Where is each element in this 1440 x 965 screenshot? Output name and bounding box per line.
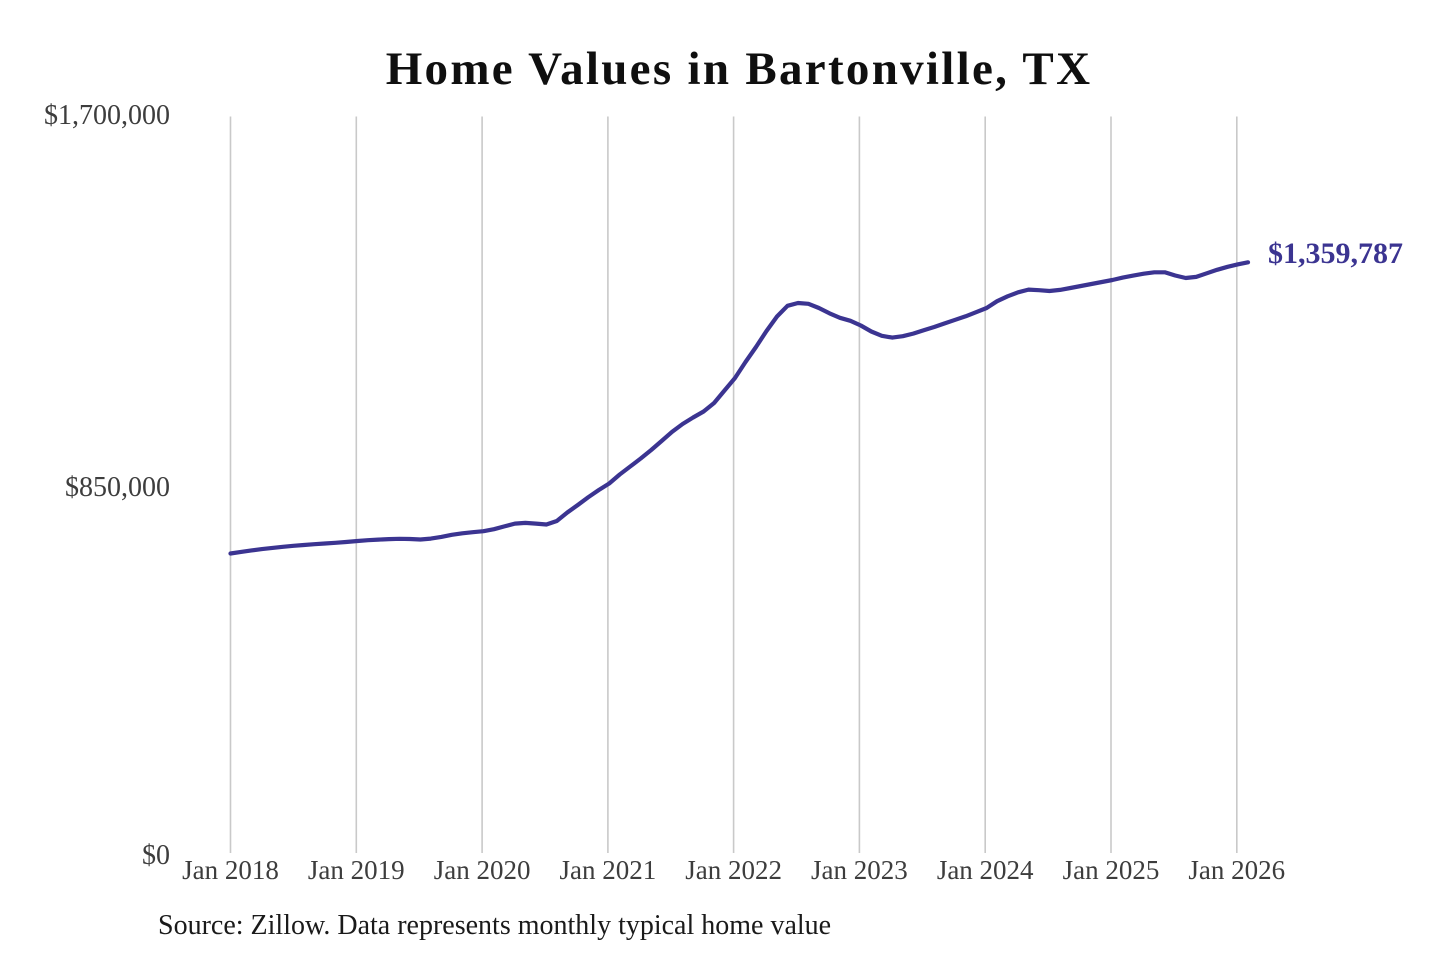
- svg-text:Jan 2018: Jan 2018: [182, 855, 279, 885]
- svg-text:Jan 2023: Jan 2023: [811, 855, 908, 885]
- svg-text:Jan 2024: Jan 2024: [937, 855, 1034, 885]
- svg-text:$0: $0: [142, 840, 170, 871]
- svg-text:$1,359,787: $1,359,787: [1268, 237, 1403, 270]
- svg-text:Jan 2021: Jan 2021: [560, 855, 657, 885]
- svg-text:$850,000: $850,000: [65, 472, 170, 503]
- svg-text:Home Values in Bartonville, TX: Home Values in Bartonville, TX: [386, 43, 1093, 95]
- svg-text:Source: Zillow. Data represent: Source: Zillow. Data represents monthly …: [158, 910, 831, 941]
- svg-text:Jan 2019: Jan 2019: [308, 855, 405, 885]
- svg-text:Jan 2026: Jan 2026: [1188, 855, 1285, 885]
- svg-text:$1,700,000: $1,700,000: [44, 100, 170, 131]
- svg-text:Jan 2025: Jan 2025: [1063, 855, 1160, 885]
- svg-text:Jan 2022: Jan 2022: [685, 855, 782, 885]
- svg-text:Jan 2020: Jan 2020: [434, 855, 531, 885]
